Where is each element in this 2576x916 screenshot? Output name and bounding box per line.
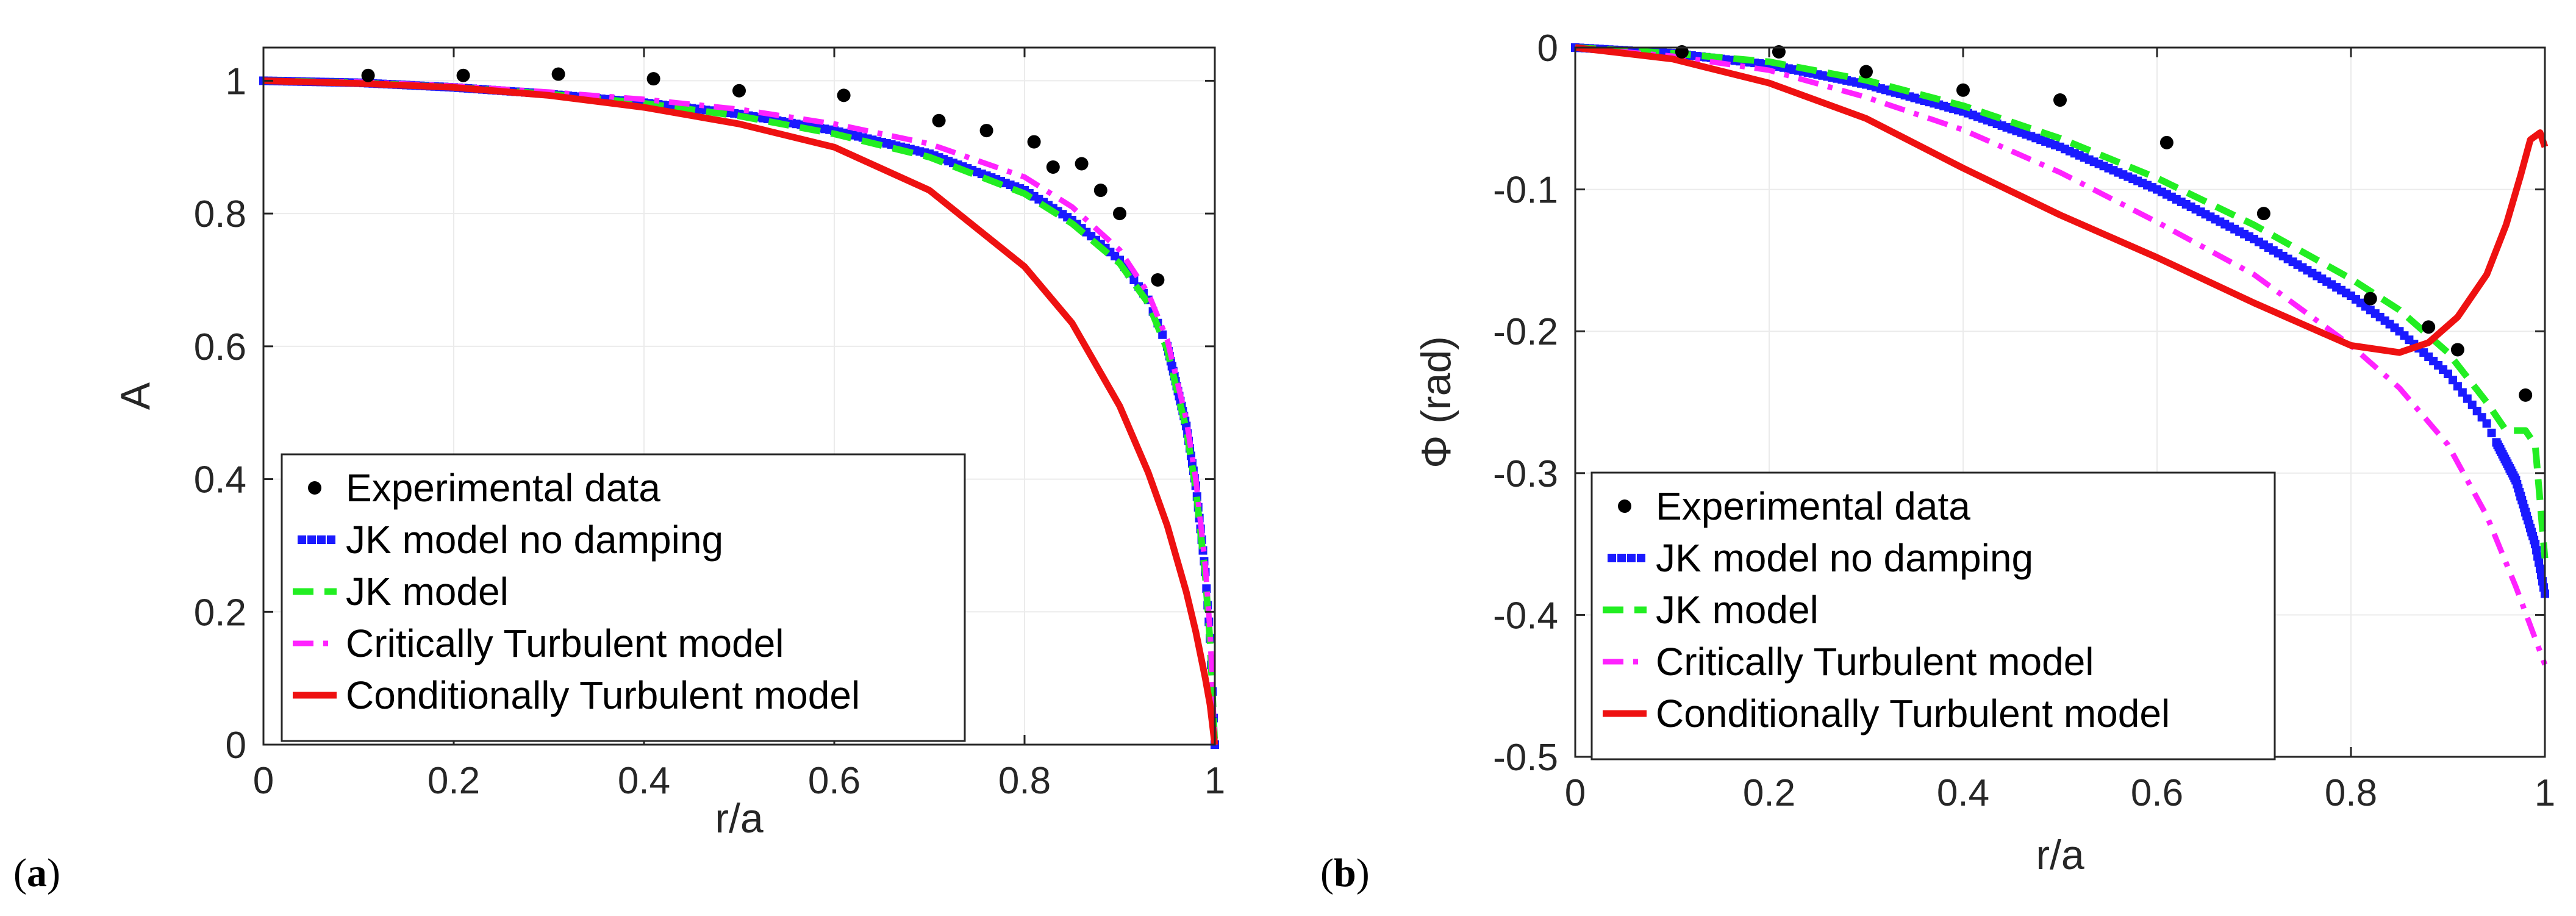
panel-b-legend-label-conditionally: Conditionally Turbulent model (1656, 692, 2170, 735)
panel-a-series-conditionally (263, 77, 1218, 745)
panel-b-ticks: 0 0.2 0.4 0.6 0.8 1 0 -0.1 -0.2 -0.3 -0.4 -0.5 (1493, 27, 2555, 814)
panel-b-legend-label-experimental: Experimental data (1656, 484, 1970, 528)
panel-b-legend-box (1590, 471, 2276, 760)
panel-b-y-tick-label-5: -0.5 (1493, 737, 1558, 779)
panel-a-y-tick-label-5: 1 (226, 60, 246, 102)
panel-a-y-tick-label-1: 0.2 (194, 592, 246, 634)
panel-a-experimental-point-7 (979, 124, 993, 138)
panel-b-y-axis-label: Φ (rad) (1413, 336, 1459, 468)
panel-a-legend-label-critically: Critically Turbulent model (346, 621, 784, 665)
panel-b-y-tick-label-4: -0.4 (1493, 595, 1558, 637)
panel-a-experimental-point-9 (1046, 160, 1060, 174)
panel-b-series (1571, 43, 2549, 666)
panel-a-legend-marker-jk_no_damping (298, 535, 335, 544)
panel-a-x-tick-label-0: 0 (253, 760, 274, 802)
panel-a-legend-square-3 (327, 535, 335, 544)
panel-b-legend-marker-jk_no_damping (1608, 554, 1645, 562)
panel-a-experimental-point-10 (1075, 157, 1089, 171)
panel-b-legend-square-2 (1627, 554, 1636, 562)
panel-a-legend-square-0 (298, 535, 306, 544)
panel-a-experimental-point-3 (646, 72, 660, 86)
panel-a-y-tick-label-0: 0 (226, 725, 246, 767)
panel-b-legend-label-critically: Critically Turbulent model (1656, 640, 2094, 684)
panel-a-experimental-point-13 (1151, 273, 1165, 287)
panel-a-experimental-point-2 (551, 67, 565, 81)
panel-b-x-tick-label-1: 0.2 (1743, 772, 1795, 814)
panel-b-x-axis-label: r/a (2036, 832, 2084, 878)
panel-b-legend-label-jk_model: JK model (1656, 588, 1819, 632)
panel-a-x-tick-label-2: 0.4 (618, 760, 670, 802)
panel-a-x-tick-label-3: 0.6 (808, 760, 860, 802)
panel-a-experimental-point-12 (1113, 207, 1126, 221)
panel-b-x-tick-label-4: 0.8 (2325, 772, 2377, 814)
panel-b-legend-square-1 (1617, 554, 1626, 562)
panel-a-marker-jk_no_damping-183 (1129, 276, 1139, 284)
panel-b: 0 0.2 0.4 0.6 0.8 10-0.1-0.2-0.3-0.4-0.5 r/a … (1320, 27, 2555, 895)
panel-a-legend-square-1 (307, 535, 316, 544)
panel-b-experimental-point-10 (2519, 388, 2533, 402)
panel-b-series-conditionally (1575, 44, 2549, 356)
panel-b-x-tick-label-0: 0 (1565, 772, 1586, 814)
panel-b-series-jk_model (1575, 44, 2549, 559)
panel-b-experimental-point-2 (1859, 65, 1873, 79)
panel-b-y-tick-label-1: -0.1 (1493, 170, 1558, 212)
panel-b-experimental-point-3 (1956, 83, 1970, 97)
panel-b-legend-square-0 (1608, 554, 1616, 562)
panel-a-experimental-point-4 (732, 84, 746, 98)
panel-a-x-tick-label-4: 0.8 (998, 760, 1051, 802)
panel-a-legend-label-jk_model: JK model (346, 570, 509, 614)
panel-a-experimental-points (361, 67, 1165, 287)
panel-a-x-axis-label: r/a (715, 795, 764, 842)
panel-a-x-tick-label-5: 1 (1204, 760, 1225, 802)
panel-b-x-tick-label-3: 0.6 (2131, 772, 2183, 814)
panel-a-legend-square-2 (317, 535, 326, 544)
panel-b-experimental-points (1675, 45, 2533, 402)
panel-a-legend-marker-experimental (308, 481, 321, 495)
panel-a-experimental-point-1 (456, 68, 470, 82)
panel-b-y-tick-label-2: -0.2 (1493, 311, 1558, 353)
panel-a-series-critically (263, 77, 1218, 745)
panel-b-y-tick-label-0: 0 (1537, 27, 1558, 70)
panel-a-experimental-point-0 (361, 68, 375, 82)
panel-b-legend: Experimental data JK model no damping JK m… (1590, 471, 2276, 760)
panel-b-legend-label-jk_no_damping: JK model no damping (1656, 536, 2033, 580)
panel-b-y-tick-label-3: -0.3 (1493, 453, 1558, 495)
panel-a-legend-label-experimental: Experimental data (346, 466, 660, 510)
panel-b-experimental-point-4 (2053, 93, 2067, 107)
panel-a-experimental-point-6 (932, 113, 946, 127)
panel-a-legend-box (281, 453, 966, 742)
panel-a-legend-label-conditionally: Conditionally Turbulent model (346, 673, 860, 717)
panel-b-marker-jk_no_damping-188 (2482, 419, 2491, 428)
panel-b-experimental-point-6 (2256, 207, 2270, 221)
panel-a-marker-jk_no_damping-189 (1158, 330, 1167, 339)
panel-a-series (259, 76, 1219, 749)
panel-b-experimental-point-5 (2159, 135, 2174, 149)
panel-a-legend-label-jk_no_damping: JK model no damping (346, 518, 723, 562)
panel-a-x-tick-label-1: 0.2 (428, 760, 480, 802)
panel-a-label: (a) (13, 851, 60, 895)
panel-b-experimental-point-8 (2422, 320, 2436, 334)
panel-b-experimental-point-9 (2450, 343, 2464, 357)
panel-a-legend: Experimental data JK model no damping JK m… (281, 453, 966, 742)
panel-a-y-axis-label: A (112, 382, 159, 410)
panel-b-experimental-point-7 (2363, 292, 2377, 306)
panel-b-x-tick-label-2: 0.4 (1937, 772, 1989, 814)
panel-a: 0 0.2 0.4 0.6 0.8 1 0 0.2 0.4 0.6 0.8 1 r/a A Exper… (13, 46, 1225, 895)
panel-b-series-critically (1575, 45, 2548, 666)
panel-b-x-tick-label-5: 1 (2535, 772, 2555, 814)
panel-a-y-tick-label-4: 0.8 (194, 193, 246, 235)
panel-b-legend-square-3 (1637, 554, 1645, 562)
panel-b-legend-marker-experimental (1618, 499, 1631, 513)
panel-a-experimental-point-5 (837, 88, 851, 102)
panel-a-y-tick-label-2: 0.4 (194, 459, 246, 501)
panel-a-y-tick-label-3: 0.6 (194, 326, 246, 368)
panel-a-experimental-point-8 (1027, 135, 1041, 149)
panel-a-experimental-point-11 (1093, 184, 1107, 198)
panel-a-marker-edge-jk_no_damping-33 (1202, 584, 1211, 593)
panel-a-axes-frame (262, 46, 1216, 746)
panel-a-ticks: 0 0.2 0.4 0.6 0.8 1 0 0.2 0.4 0.6 0.8 1 (194, 48, 1225, 802)
panel-b-marker-jk_no_damping-189 (2487, 428, 2496, 437)
panel-b-label: (b) (1320, 851, 1370, 895)
